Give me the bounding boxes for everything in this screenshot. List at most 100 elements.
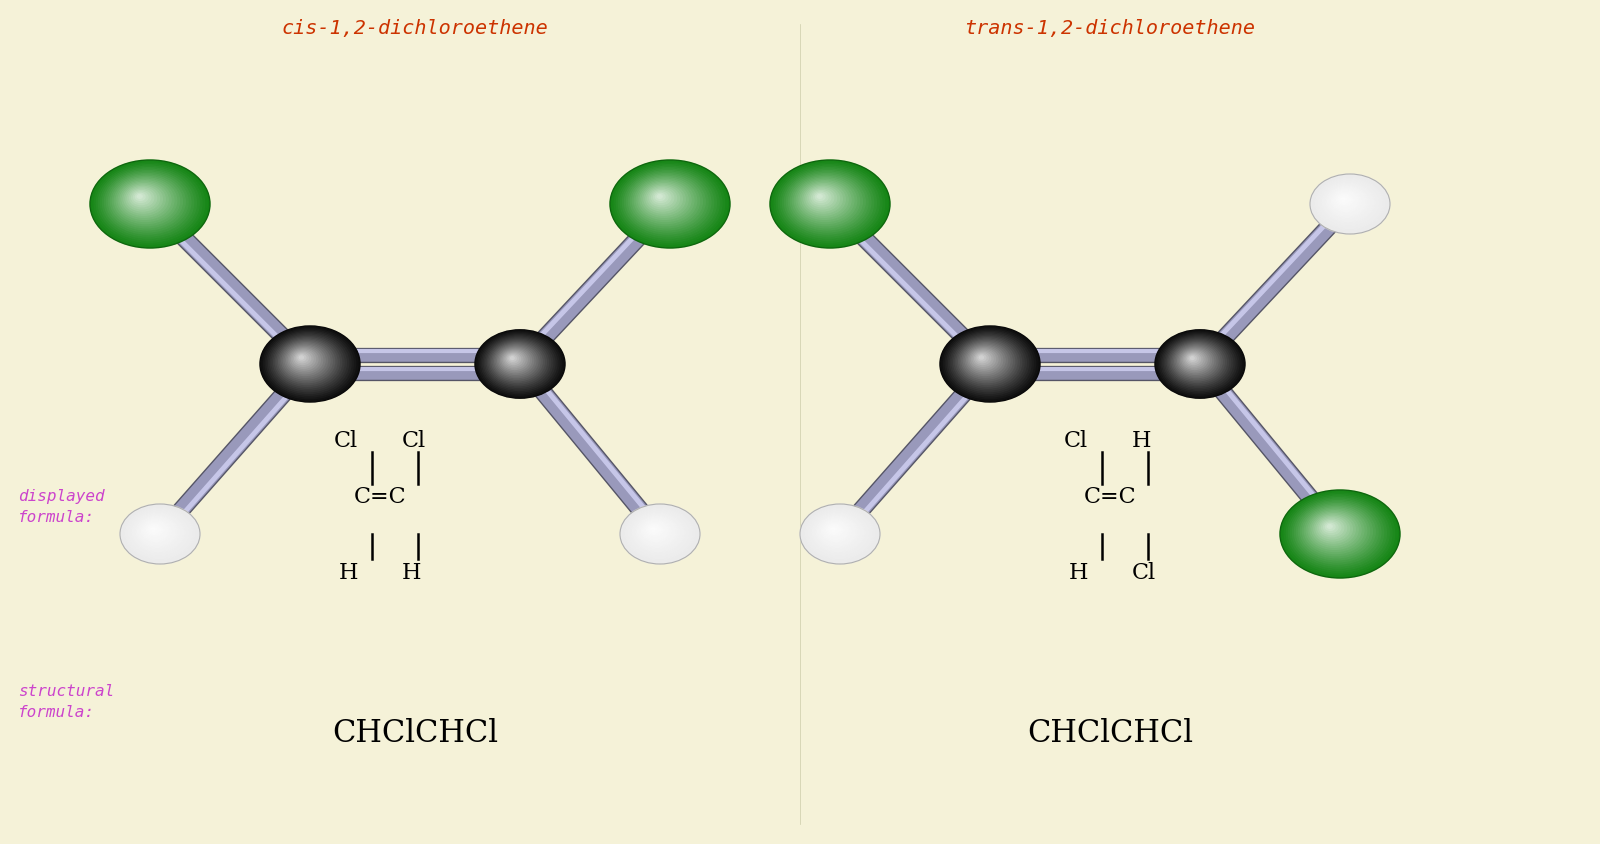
Ellipse shape bbox=[773, 161, 888, 246]
Ellipse shape bbox=[138, 517, 176, 546]
Ellipse shape bbox=[832, 528, 835, 530]
Ellipse shape bbox=[478, 333, 562, 395]
Ellipse shape bbox=[1325, 523, 1334, 530]
Ellipse shape bbox=[486, 338, 550, 387]
Ellipse shape bbox=[128, 187, 157, 208]
Ellipse shape bbox=[499, 348, 531, 373]
Ellipse shape bbox=[146, 523, 165, 538]
Ellipse shape bbox=[1301, 505, 1373, 558]
Ellipse shape bbox=[821, 519, 853, 543]
Ellipse shape bbox=[1178, 347, 1214, 375]
Ellipse shape bbox=[502, 350, 526, 370]
Ellipse shape bbox=[789, 174, 866, 230]
Ellipse shape bbox=[493, 344, 541, 379]
Ellipse shape bbox=[114, 178, 176, 224]
Ellipse shape bbox=[152, 528, 155, 530]
Ellipse shape bbox=[1315, 517, 1349, 541]
Ellipse shape bbox=[638, 181, 691, 219]
Ellipse shape bbox=[619, 166, 720, 240]
Ellipse shape bbox=[133, 513, 184, 552]
Ellipse shape bbox=[299, 356, 304, 359]
Ellipse shape bbox=[798, 181, 851, 219]
Ellipse shape bbox=[149, 526, 158, 533]
Ellipse shape bbox=[976, 354, 989, 363]
Ellipse shape bbox=[781, 168, 877, 238]
Ellipse shape bbox=[646, 187, 680, 211]
Ellipse shape bbox=[634, 514, 682, 550]
Ellipse shape bbox=[1328, 525, 1333, 528]
Ellipse shape bbox=[1312, 513, 1355, 545]
Ellipse shape bbox=[1182, 350, 1206, 370]
Ellipse shape bbox=[966, 346, 1003, 374]
Ellipse shape bbox=[808, 187, 837, 208]
Ellipse shape bbox=[944, 328, 1035, 398]
Ellipse shape bbox=[1322, 182, 1376, 223]
Ellipse shape bbox=[973, 351, 994, 366]
Ellipse shape bbox=[814, 515, 859, 549]
Ellipse shape bbox=[824, 522, 846, 538]
Ellipse shape bbox=[1176, 346, 1216, 376]
Ellipse shape bbox=[278, 340, 334, 382]
Ellipse shape bbox=[1320, 519, 1344, 537]
Ellipse shape bbox=[1168, 339, 1229, 386]
Ellipse shape bbox=[291, 350, 315, 368]
Ellipse shape bbox=[1170, 342, 1224, 382]
Ellipse shape bbox=[1341, 197, 1344, 200]
Ellipse shape bbox=[1186, 353, 1203, 366]
Ellipse shape bbox=[280, 342, 333, 381]
Ellipse shape bbox=[1157, 331, 1243, 397]
Ellipse shape bbox=[656, 193, 666, 200]
Ellipse shape bbox=[954, 337, 1022, 388]
Ellipse shape bbox=[979, 356, 984, 359]
Ellipse shape bbox=[1288, 496, 1389, 570]
Ellipse shape bbox=[488, 339, 549, 386]
Ellipse shape bbox=[1322, 521, 1341, 534]
Text: CHClCHCl: CHClCHCl bbox=[333, 718, 498, 749]
Ellipse shape bbox=[269, 333, 349, 393]
Ellipse shape bbox=[650, 527, 656, 532]
Ellipse shape bbox=[811, 512, 866, 553]
Ellipse shape bbox=[1296, 502, 1378, 562]
Ellipse shape bbox=[1315, 178, 1382, 229]
Ellipse shape bbox=[622, 506, 696, 561]
Ellipse shape bbox=[770, 160, 890, 248]
Ellipse shape bbox=[794, 178, 856, 224]
Ellipse shape bbox=[1187, 354, 1198, 363]
Ellipse shape bbox=[107, 172, 189, 232]
Ellipse shape bbox=[504, 351, 525, 368]
Ellipse shape bbox=[1158, 333, 1242, 395]
Ellipse shape bbox=[946, 330, 1034, 397]
Ellipse shape bbox=[480, 333, 558, 393]
Ellipse shape bbox=[1336, 194, 1352, 206]
Ellipse shape bbox=[960, 342, 1013, 381]
Ellipse shape bbox=[490, 340, 547, 384]
Ellipse shape bbox=[630, 175, 702, 228]
Ellipse shape bbox=[638, 518, 674, 544]
Ellipse shape bbox=[637, 179, 694, 221]
Ellipse shape bbox=[122, 183, 165, 215]
Ellipse shape bbox=[270, 334, 346, 392]
Text: Cl: Cl bbox=[1133, 562, 1157, 584]
Ellipse shape bbox=[142, 521, 168, 540]
Ellipse shape bbox=[826, 523, 845, 538]
Ellipse shape bbox=[1190, 357, 1194, 360]
Ellipse shape bbox=[1320, 181, 1378, 225]
Ellipse shape bbox=[806, 187, 840, 211]
Text: C=C: C=C bbox=[354, 486, 406, 508]
Ellipse shape bbox=[286, 346, 323, 374]
Ellipse shape bbox=[790, 175, 862, 228]
Ellipse shape bbox=[635, 515, 680, 549]
Ellipse shape bbox=[93, 161, 208, 246]
Ellipse shape bbox=[477, 331, 563, 397]
Ellipse shape bbox=[296, 354, 309, 363]
Text: Cl: Cl bbox=[1064, 430, 1088, 452]
Ellipse shape bbox=[298, 354, 306, 361]
Ellipse shape bbox=[510, 357, 514, 360]
Ellipse shape bbox=[806, 508, 874, 559]
Ellipse shape bbox=[818, 195, 822, 198]
Ellipse shape bbox=[1181, 349, 1210, 371]
Ellipse shape bbox=[648, 187, 677, 208]
Ellipse shape bbox=[90, 160, 210, 248]
Ellipse shape bbox=[1309, 511, 1362, 549]
Ellipse shape bbox=[645, 523, 664, 538]
